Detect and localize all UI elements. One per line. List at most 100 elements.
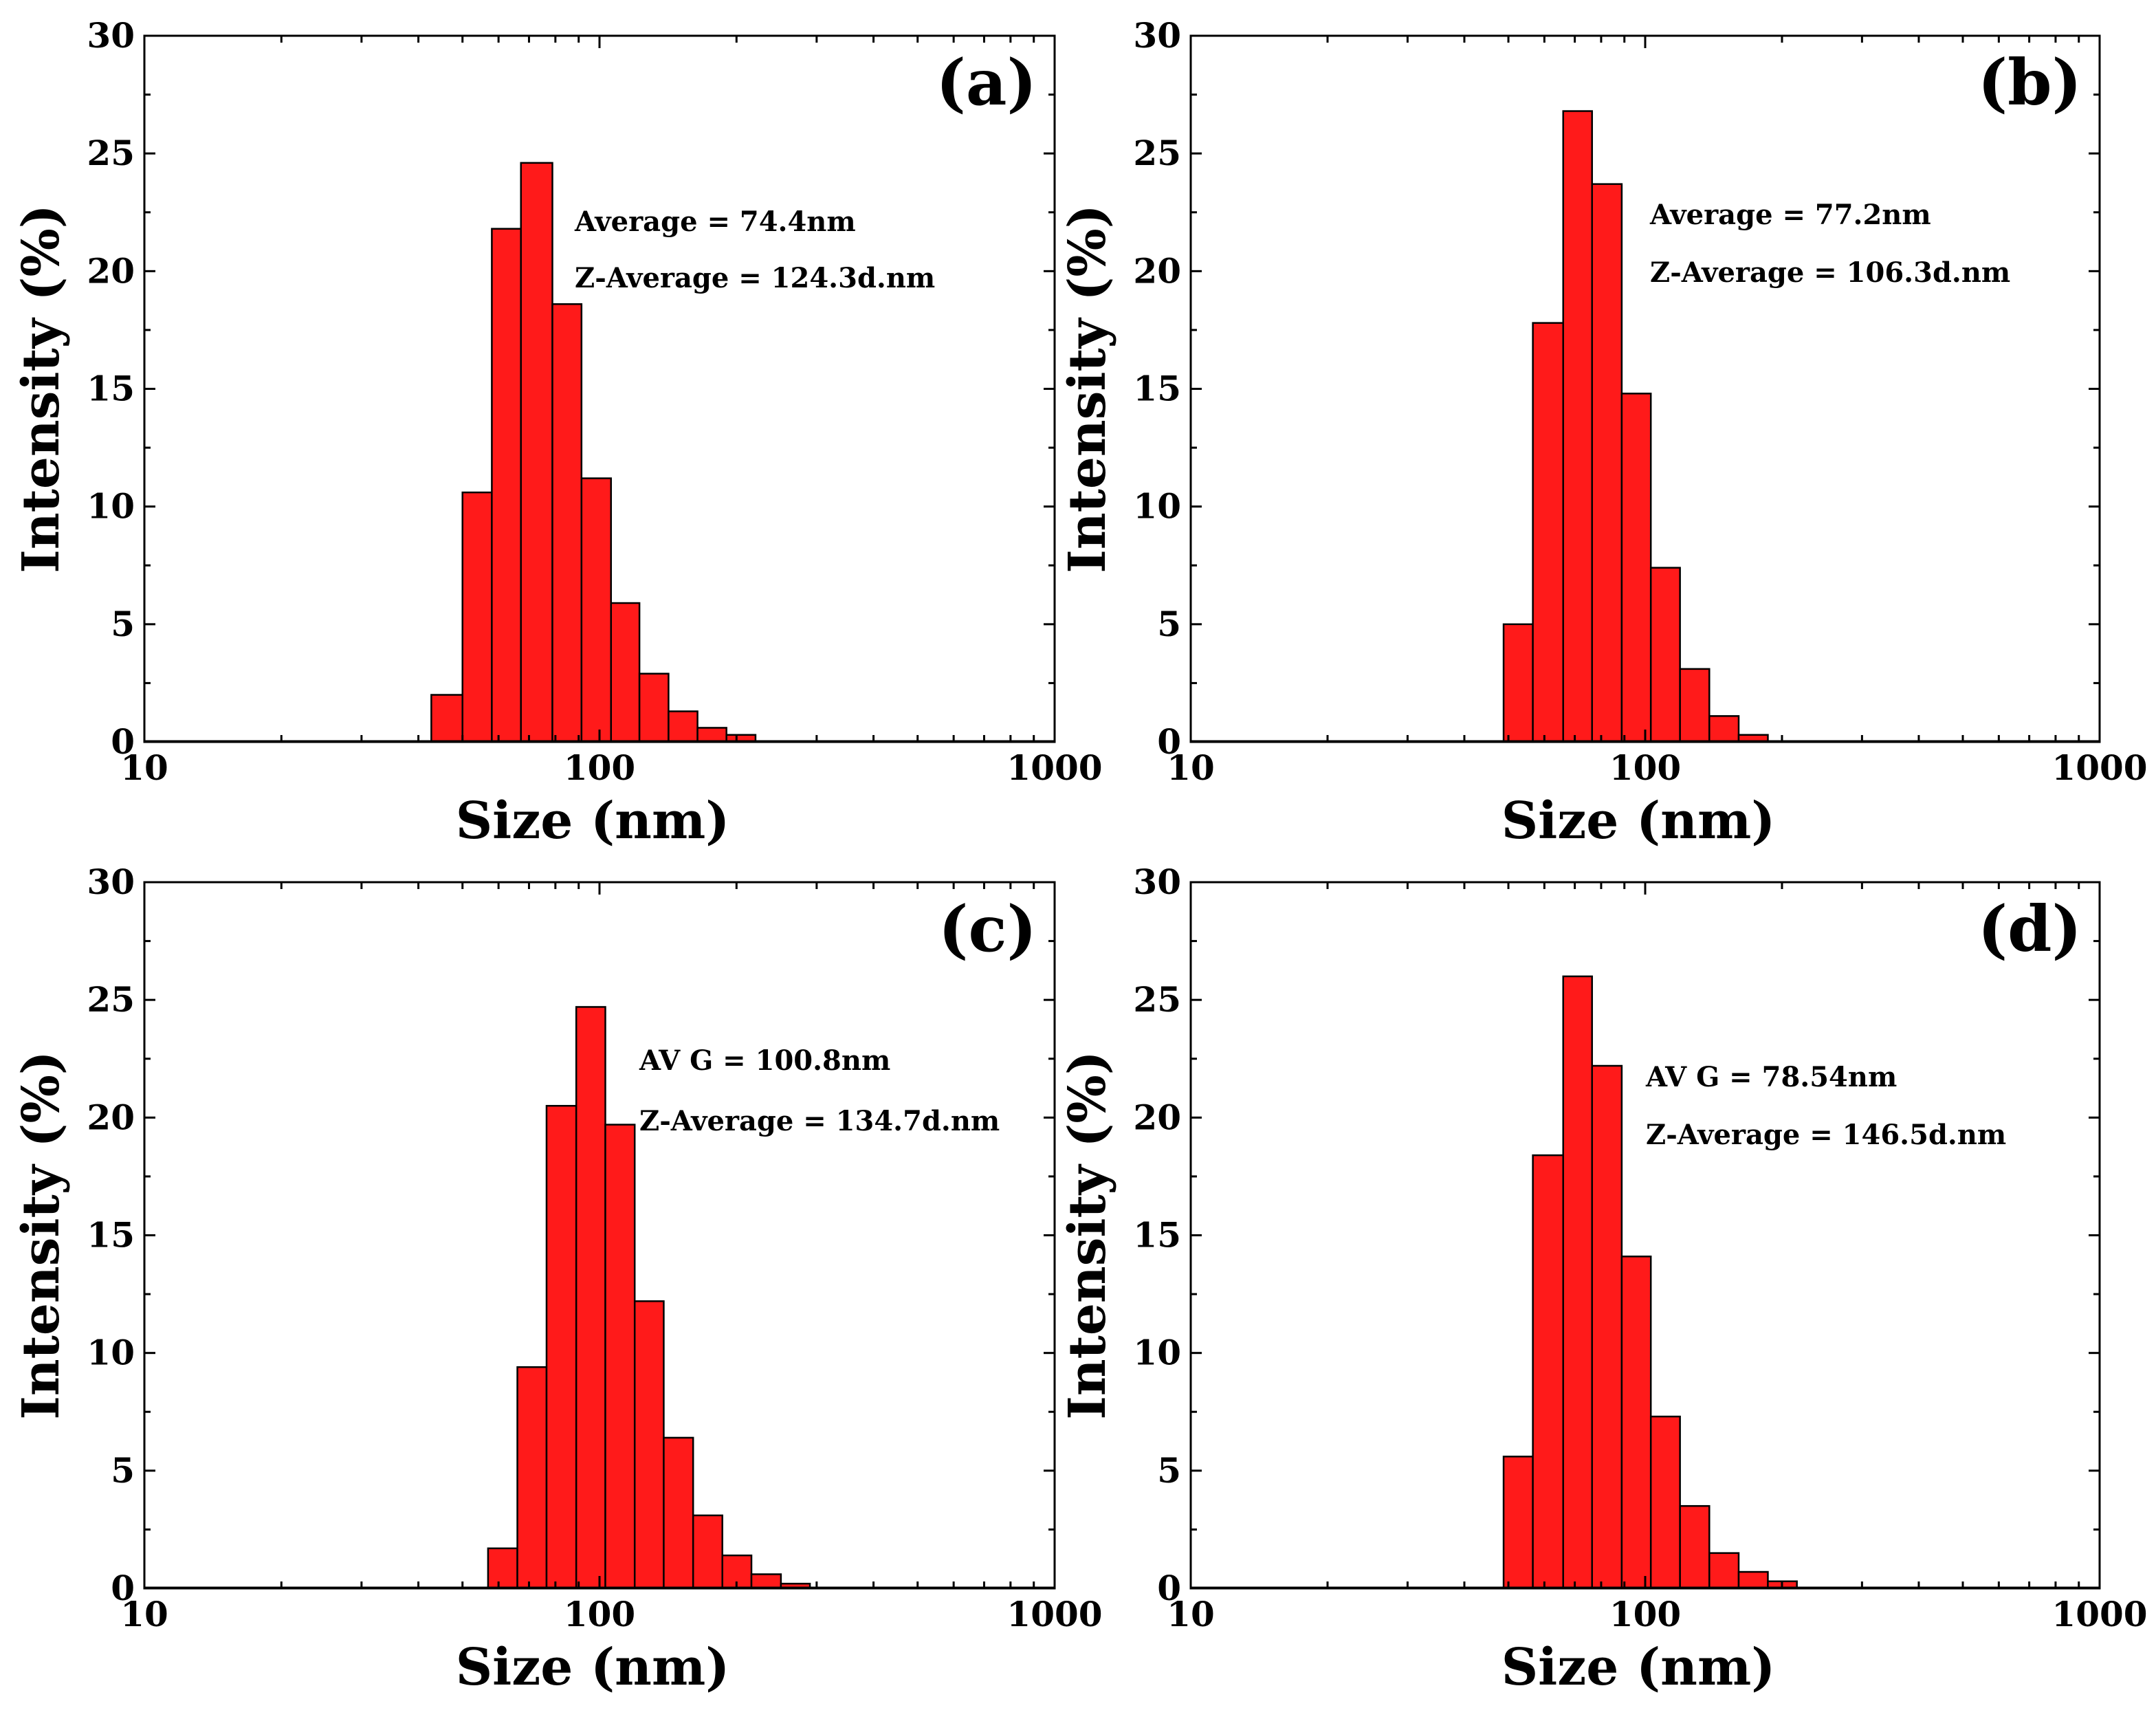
y-tick-label: 20	[87, 1097, 135, 1137]
histogram-bar	[461, 491, 493, 743]
x-tick-label: 100	[1609, 747, 1681, 788]
y-tick-label: 0	[1157, 1568, 1181, 1608]
y-tick-label: 5	[1157, 1450, 1181, 1491]
histogram-bar	[1708, 715, 1740, 743]
histogram-bar	[1679, 1504, 1710, 1590]
x-tick-label: 10	[120, 747, 168, 788]
histogram-bar	[1620, 393, 1652, 743]
histogram-bar	[1737, 1570, 1769, 1590]
histogram-bar	[1532, 1154, 1564, 1590]
histogram-bar	[750, 1573, 782, 1590]
y-tick-label: 25	[1133, 133, 1181, 173]
histogram-bar	[520, 162, 553, 743]
histogram-bar	[1649, 1415, 1681, 1590]
x-tick-label: 1000	[1006, 1594, 1102, 1634]
x-axis-title: Size (nm)	[1502, 791, 1776, 851]
histogram-bar	[545, 1104, 578, 1590]
annotation-average: AV G = 100.8nm	[639, 1044, 890, 1077]
histogram-bar	[692, 1514, 723, 1590]
histogram-bar	[516, 1366, 548, 1590]
histogram-bar	[696, 727, 727, 743]
y-tick-label: 25	[87, 979, 135, 1020]
x-axis-title: Size (nm)	[1502, 1638, 1776, 1697]
annotation-average: AV G = 78.54nm	[1645, 1061, 1897, 1093]
y-tick-label: 10	[87, 486, 135, 527]
histogram-bar	[1649, 567, 1681, 743]
y-tick-label: 15	[87, 1215, 135, 1256]
y-tick-label: 30	[1133, 862, 1181, 902]
histogram-bar	[1708, 1552, 1740, 1590]
x-tick-label: 10	[1167, 747, 1215, 788]
y-tick-label: 5	[111, 604, 135, 644]
chart-panel-c: 0 5 10 15 20 25 30 10 100 1000 Size (nm) Intensity …	[12, 862, 1103, 1697]
y-axis-title: Intensity (%)	[12, 204, 71, 573]
x-tick-label: 100	[564, 1594, 635, 1634]
x-tick-label: 10	[1167, 1594, 1215, 1634]
histogram-bar	[663, 1436, 694, 1590]
histogram-bar	[551, 303, 583, 743]
y-tick-label: 0	[1157, 721, 1181, 762]
y-axis-title: Intensity (%)	[1058, 204, 1117, 573]
histogram-bar	[580, 477, 613, 743]
y-tick-label: 30	[1133, 15, 1181, 56]
y-tick-label: 5	[1157, 604, 1181, 644]
y-tick-label: 10	[87, 1333, 135, 1373]
histogram-bar	[1532, 322, 1564, 743]
y-tick-label: 5	[111, 1450, 135, 1491]
x-tick-label: 100	[1609, 1594, 1681, 1634]
x-tick-label: 1000	[2052, 1594, 2147, 1634]
y-axis-title: Intensity (%)	[12, 1051, 71, 1420]
histogram-bar	[1679, 668, 1710, 743]
chart-panel-a: 0 5 10 15 20 25 30 10 100 1000 Size (nm) Intensity …	[12, 15, 1103, 851]
y-tick-label: 15	[1133, 369, 1181, 409]
annotation-z-average: Z-Average = 124.3d.nm	[575, 262, 935, 294]
annotation-z-average: Z-Average = 134.7d.nm	[639, 1105, 1000, 1137]
histogram-bar	[487, 1547, 518, 1590]
panel-label: (a)	[936, 45, 1037, 120]
histogram-bar	[638, 672, 670, 743]
x-tick-label: 100	[564, 747, 635, 788]
y-tick-label: 25	[1133, 979, 1181, 1020]
histogram-bar	[430, 694, 463, 743]
histogram-bar	[1502, 1456, 1534, 1590]
y-tick-label: 20	[1133, 1097, 1181, 1137]
x-tick-label: 1000	[1006, 747, 1102, 788]
chart-panel-b: 0 5 10 15 20 25 30 10 100 1000 Size (nm) Intensity …	[1058, 15, 2148, 851]
y-tick-label: 0	[111, 1568, 135, 1608]
histogram-bar	[1591, 183, 1623, 743]
histogram-bar	[610, 602, 641, 743]
histogram-bar	[1502, 623, 1534, 743]
histogram-bar	[1620, 1256, 1652, 1590]
x-axis-title: Size (nm)	[456, 1638, 730, 1697]
histogram-bar	[604, 1124, 636, 1590]
annotation-z-average: Z-Average = 146.5d.nm	[1646, 1119, 2006, 1151]
histogram-bar	[1562, 110, 1593, 743]
y-tick-label: 20	[87, 250, 135, 291]
y-tick-label: 10	[1133, 486, 1181, 527]
annotation-average: Average = 77.2nm	[1649, 199, 1931, 231]
histogram-bar	[491, 228, 522, 743]
annotation-average: Average = 74.4nm	[574, 206, 856, 238]
panel-label: (b)	[1978, 45, 2082, 120]
histogram-bar	[575, 1006, 606, 1590]
y-tick-label: 25	[87, 133, 135, 173]
chart-panel-d: 0 5 10 15 20 25 30 10 100 1000 Size (nm) Intensity …	[1058, 862, 2148, 1697]
y-tick-label: 20	[1133, 250, 1181, 291]
histogram-bar	[1591, 1064, 1623, 1590]
histogram-bar	[633, 1300, 665, 1590]
y-tick-label: 0	[111, 721, 135, 762]
x-tick-label: 1000	[2052, 747, 2147, 788]
x-axis-title: Size (nm)	[456, 791, 730, 851]
histogram-bar	[668, 710, 698, 743]
y-axis-title: Intensity (%)	[1058, 1051, 1117, 1420]
y-tick-label: 15	[1133, 1215, 1181, 1256]
histogram-bar	[1562, 975, 1593, 1590]
y-tick-label: 10	[1133, 1333, 1181, 1373]
annotation-z-average: Z-Average = 106.3d.nm	[1650, 256, 2010, 289]
x-tick-label: 10	[120, 1594, 168, 1634]
panel-label: (c)	[938, 892, 1037, 966]
y-tick-label: 30	[87, 15, 135, 56]
y-tick-label: 30	[87, 862, 135, 902]
y-tick-label: 15	[87, 369, 135, 409]
